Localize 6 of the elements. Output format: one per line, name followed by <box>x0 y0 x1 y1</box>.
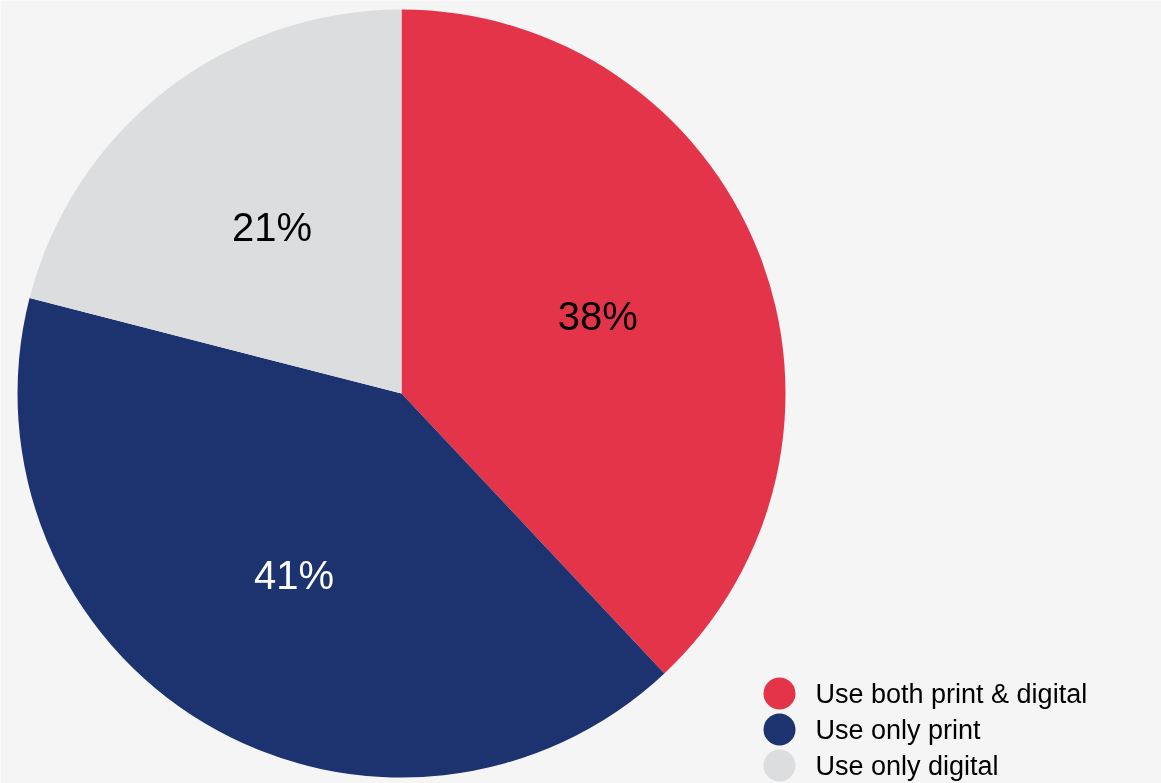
data-label: 38% <box>557 293 638 338</box>
legend-label: Use only print <box>815 714 982 745</box>
data-label: 41% <box>253 553 335 598</box>
legend-label: Use only digital <box>815 750 999 781</box>
legend-label: Use both print & digital <box>815 678 1088 709</box>
data-label: 21% <box>232 204 313 249</box>
